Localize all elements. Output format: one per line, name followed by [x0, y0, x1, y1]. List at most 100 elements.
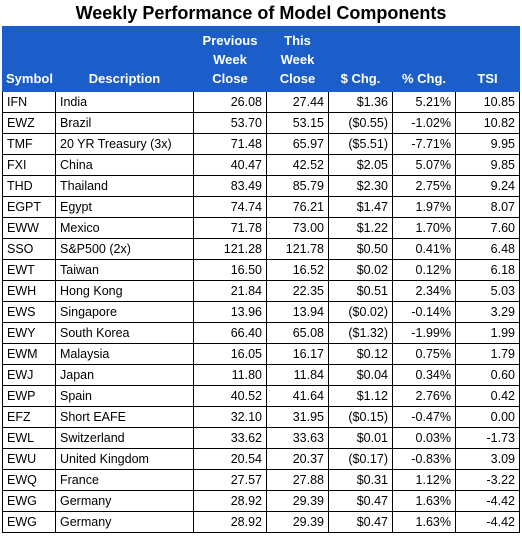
previous-close-cell: 53.70 — [193, 112, 267, 134]
percent-change-cell: 1.70% — [392, 217, 456, 239]
this-close-cell: 13.94 — [266, 301, 329, 323]
tsi-cell: 9.95 — [455, 133, 520, 155]
percent-change-cell: 5.07% — [392, 154, 456, 176]
tsi-cell: 9.24 — [455, 175, 520, 197]
this-close-cell: 22.35 — [266, 280, 329, 302]
this-close-cell: 27.88 — [266, 469, 329, 491]
previous-close-cell: 16.05 — [193, 343, 267, 365]
percent-change-cell: 0.03% — [392, 427, 456, 449]
dollar-change-cell: $2.30 — [328, 175, 393, 197]
table-row: EWL Switzerland 33.62 33.63 $0.01 0.03% -1.73 — [2, 427, 520, 449]
tsi-cell: 0.00 — [455, 406, 520, 428]
this-close-cell: 33.63 — [266, 427, 329, 449]
symbol-cell: FXI — [2, 154, 56, 176]
tsi-cell: 3.09 — [455, 448, 520, 470]
table-row: FXI China 40.47 42.52 $2.05 5.07% 9.85 — [2, 154, 520, 176]
header-prev-line-1: Previous — [202, 33, 258, 48]
symbol-cell: EFZ — [2, 406, 56, 428]
percent-change-cell: 0.12% — [392, 259, 456, 281]
percent-change-cell: 5.21% — [392, 91, 456, 113]
header-row: Symbol Description Previous Week Close T… — [2, 26, 520, 92]
dollar-change-cell: $1.22 — [328, 217, 393, 239]
this-close-cell: 41.64 — [266, 385, 329, 407]
header-previous-week-close: Previous Week Close — [193, 26, 267, 92]
previous-close-cell: 21.84 — [193, 280, 267, 302]
tsi-cell: 8.07 — [455, 196, 520, 218]
percent-change-cell: -1.02% — [392, 112, 456, 134]
dollar-change-cell: ($0.02) — [328, 301, 393, 323]
this-close-cell: 85.79 — [266, 175, 329, 197]
previous-close-cell: 32.10 — [193, 406, 267, 428]
percent-change-cell: 1.63% — [392, 511, 456, 533]
dollar-change-cell: $1.47 — [328, 196, 393, 218]
symbol-cell: EWW — [2, 217, 56, 239]
table-row: EWM Malaysia 16.05 16.17 $0.12 0.75% 1.79 — [2, 343, 520, 365]
performance-table: Symbol Description Previous Week Close T… — [2, 26, 520, 533]
previous-close-cell: 28.92 — [193, 511, 267, 533]
description-cell: China — [55, 154, 194, 176]
table-row: EGPT Egypt 74.74 76.21 $1.47 1.97% 8.07 — [2, 196, 520, 218]
percent-change-cell: 0.34% — [392, 364, 456, 386]
this-close-cell: 16.17 — [266, 343, 329, 365]
percent-change-cell: -0.83% — [392, 448, 456, 470]
header-symbol: Symbol — [2, 26, 56, 92]
dollar-change-cell: $1.12 — [328, 385, 393, 407]
tsi-cell: 3.29 — [455, 301, 520, 323]
header-this-line-3: Close — [279, 71, 316, 86]
header-this-week-close: This Week Close — [266, 26, 329, 92]
previous-close-cell: 26.08 — [193, 91, 267, 113]
dollar-change-cell: ($0.55) — [328, 112, 393, 134]
table-row: EWW Mexico 71.78 73.00 $1.22 1.70% 7.60 — [2, 217, 520, 239]
previous-close-cell: 66.40 — [193, 322, 267, 344]
dollar-change-cell: $0.47 — [328, 511, 393, 533]
symbol-cell: EWM — [2, 343, 56, 365]
symbol-cell: EWJ — [2, 364, 56, 386]
dollar-change-cell: ($5.51) — [328, 133, 393, 155]
percent-change-cell: -0.47% — [392, 406, 456, 428]
tsi-cell: 6.18 — [455, 259, 520, 281]
description-cell: Taiwan — [55, 259, 194, 281]
description-cell: S&P500 (2x) — [55, 238, 194, 260]
table-row: EWU United Kingdom 20.54 20.37 ($0.17) -0.83%… — [2, 448, 520, 470]
previous-close-cell: 83.49 — [193, 175, 267, 197]
table-body: IFN India 26.08 27.44 $1.36 5.21% 10.85 EWZ Braz… — [2, 91, 520, 533]
this-close-cell: 42.52 — [266, 154, 329, 176]
symbol-cell: EGPT — [2, 196, 56, 218]
symbol-cell: THD — [2, 175, 56, 197]
description-cell: Singapore — [55, 301, 194, 323]
previous-close-cell: 33.62 — [193, 427, 267, 449]
header-percent-change: % Chg. — [392, 26, 456, 92]
symbol-cell: EWY — [2, 322, 56, 344]
percent-change-cell: 2.34% — [392, 280, 456, 302]
this-close-cell: 76.21 — [266, 196, 329, 218]
percent-change-cell: -7.71% — [392, 133, 456, 155]
description-cell: Germany — [55, 490, 194, 512]
this-close-cell: 20.37 — [266, 448, 329, 470]
dollar-change-cell: $0.04 — [328, 364, 393, 386]
description-cell: Spain — [55, 385, 194, 407]
description-cell: Short EAFE — [55, 406, 194, 428]
tsi-cell: 7.60 — [455, 217, 520, 239]
description-cell: South Korea — [55, 322, 194, 344]
symbol-cell: SSO — [2, 238, 56, 260]
description-cell: Switzerland — [55, 427, 194, 449]
dollar-change-cell: ($1.32) — [328, 322, 393, 344]
dollar-change-cell: ($0.17) — [328, 448, 393, 470]
table-title: Weekly Performance of Model Components — [75, 3, 447, 23]
dollar-change-cell: $0.47 — [328, 490, 393, 512]
description-cell: India — [55, 91, 194, 113]
this-close-cell: 29.39 — [266, 490, 329, 512]
table-row: EWZ Brazil 53.70 53.15 ($0.55) -1.02% 10.82 — [2, 112, 520, 134]
dollar-change-cell: $2.05 — [328, 154, 393, 176]
previous-close-cell: 13.96 — [193, 301, 267, 323]
this-close-cell: 29.39 — [266, 511, 329, 533]
symbol-cell: EWP — [2, 385, 56, 407]
table-row: IFN India 26.08 27.44 $1.36 5.21% 10.85 — [2, 91, 520, 113]
percent-change-cell: 2.75% — [392, 175, 456, 197]
tsi-cell: 10.82 — [455, 112, 520, 134]
percent-change-cell: -1.99% — [392, 322, 456, 344]
description-cell: Egypt — [55, 196, 194, 218]
symbol-cell: EWG — [2, 511, 56, 533]
description-cell: Brazil — [55, 112, 194, 134]
this-close-cell: 11.84 — [266, 364, 329, 386]
